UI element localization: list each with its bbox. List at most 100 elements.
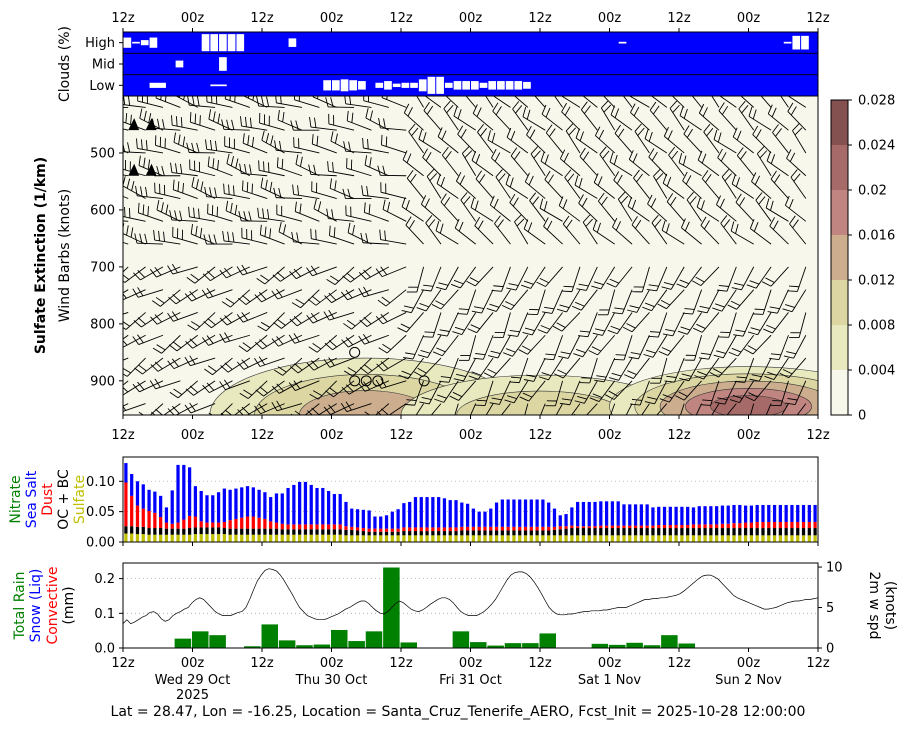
wind-barb-feather <box>697 310 708 314</box>
wind-barb <box>224 334 250 343</box>
cloud-box <box>514 81 523 90</box>
time-tick-label: 12z <box>667 428 691 443</box>
aerosol-bar <box>686 525 690 529</box>
wind-barb <box>366 312 390 328</box>
wind-barb-feather <box>403 305 414 309</box>
aerosol-bar <box>512 526 516 531</box>
aerosol-bar <box>355 527 360 531</box>
aerosol-bar <box>251 516 255 529</box>
aerosol-bar <box>332 524 337 530</box>
wind-barb <box>226 266 251 279</box>
wind-barb-feather <box>557 369 567 375</box>
wind-barb-feather <box>230 156 234 166</box>
wind-barb-feather <box>628 150 634 160</box>
wind-barb <box>481 289 494 314</box>
aerosol-bar <box>726 535 730 542</box>
wind-barb-feather <box>123 386 129 393</box>
wind-barb-feather <box>716 350 726 354</box>
wind-barb <box>530 266 546 289</box>
wind-barb <box>583 380 598 404</box>
aerosol-bar <box>547 502 551 527</box>
time-tick-label: 00z <box>737 11 761 26</box>
wind-barb-feather <box>271 401 278 412</box>
wind-barb-feather <box>128 207 131 219</box>
cloud-box <box>210 84 227 87</box>
wind-barb-feather <box>310 312 318 322</box>
wind-barb <box>382 209 407 222</box>
wind-barb <box>770 178 789 199</box>
wind-barb-feather <box>678 391 688 397</box>
wind-barb <box>696 206 720 222</box>
wind-barb-feather <box>278 222 282 233</box>
aerosol-bar <box>483 526 487 531</box>
wind-barb-feather <box>565 123 574 132</box>
wind-barb-feather <box>200 181 204 192</box>
wind-barb-feather <box>739 197 746 207</box>
wind-barb-feather <box>519 396 530 402</box>
wind-barb <box>443 380 459 403</box>
wind-barb-feather <box>435 220 440 231</box>
wind-barb <box>769 225 789 245</box>
wind-barb-feather <box>530 146 539 155</box>
aerosol-bar <box>431 531 435 536</box>
wind-barb-feather <box>563 152 569 163</box>
wind-barb-feather <box>782 369 793 375</box>
wind-barb-feather <box>329 225 331 236</box>
wind-barb <box>294 334 320 344</box>
wind-barb <box>610 403 616 415</box>
wind-barb-feather <box>347 188 351 199</box>
wind-barb-feather <box>206 382 215 391</box>
wind-barb-feather <box>328 357 335 366</box>
wind-barb-feather <box>510 147 518 157</box>
aerosol-bar <box>616 535 620 542</box>
wind-barb-feather <box>784 195 790 206</box>
wind-barb-feather <box>313 198 317 209</box>
wind-barb <box>402 159 424 177</box>
wind-barb-feather <box>235 158 239 169</box>
wind-barb-feather <box>613 171 620 181</box>
aerosol-bar <box>465 530 470 536</box>
wind-barb-feather <box>221 301 231 308</box>
wind-barb <box>526 134 546 154</box>
wind-barb-feather <box>247 135 250 146</box>
wind-barb-feather <box>123 280 126 283</box>
wind-barb <box>476 312 494 333</box>
wind-barb-feather <box>752 125 759 135</box>
aerosol-bar <box>778 528 782 536</box>
wind-barb <box>633 177 650 199</box>
wind-barb-feather <box>468 375 479 380</box>
wind-barb-feather <box>177 181 180 192</box>
wind-barb-feather <box>790 106 797 116</box>
wind-barb-feather <box>266 96 270 107</box>
wind-barb <box>363 289 389 298</box>
aerosol-bar <box>286 524 290 530</box>
wind-barb <box>463 357 477 382</box>
wind-barb-feather <box>213 234 217 245</box>
aerosol-bar <box>518 530 522 536</box>
wind-barb <box>657 312 668 338</box>
wind-barb <box>154 192 181 199</box>
aerosol-bar <box>130 495 134 527</box>
wind-barb-feather <box>532 196 540 205</box>
extinction-ylabel: Sulfate Extinction (1/km) <box>33 157 49 354</box>
wind-barb-feather <box>263 161 265 172</box>
wind-barb-feather <box>750 327 761 331</box>
wind-barb-feather <box>387 201 391 212</box>
rain-bar <box>591 643 609 648</box>
wind-barb <box>136 242 163 245</box>
wind-barb-feather <box>785 402 796 406</box>
aerosol-bar <box>332 494 337 525</box>
wind-barb-feather <box>276 336 284 345</box>
wind-barb-feather <box>116 292 122 300</box>
wind-barb-feather <box>426 168 435 177</box>
aerosol-bar <box>633 535 638 542</box>
wind-barb <box>282 357 303 376</box>
wind-barb <box>631 224 650 245</box>
wind-barb-feather <box>767 311 778 314</box>
wind-barb-feather <box>599 146 607 155</box>
wind-barb-feather <box>264 226 267 237</box>
wind-barb <box>330 403 355 415</box>
wind-barb-feather <box>191 321 200 328</box>
wind-barb <box>175 289 198 305</box>
wind-barb-feather <box>415 419 424 423</box>
